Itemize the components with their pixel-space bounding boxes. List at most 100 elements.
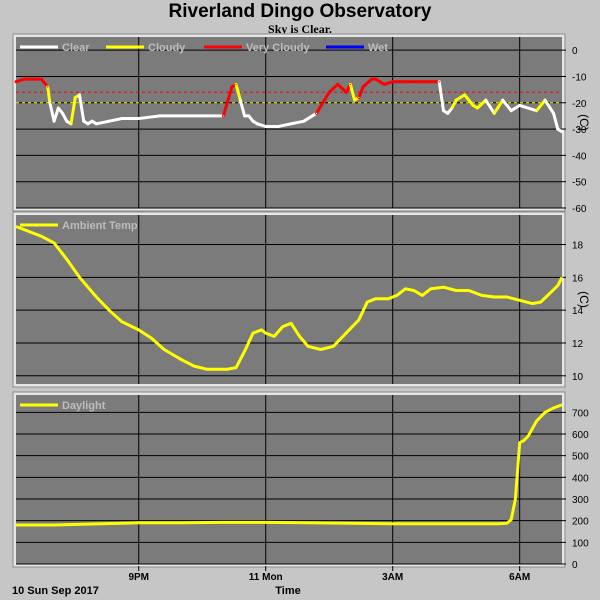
sky-series-segment bbox=[77, 93, 86, 123]
sky-data-point bbox=[510, 110, 512, 112]
ambient-data-point bbox=[66, 258, 68, 260]
daylight-data-point bbox=[180, 522, 182, 524]
ambient-data-point bbox=[561, 276, 563, 278]
sky-data-point bbox=[447, 112, 449, 114]
sky-data-point bbox=[557, 128, 559, 130]
sky-data-point bbox=[239, 99, 241, 101]
sky-series-segment bbox=[484, 98, 496, 115]
sky-data-point bbox=[383, 83, 385, 85]
ambient-data-point bbox=[235, 366, 237, 369]
sky-data-point bbox=[32, 78, 34, 80]
sky-data-point bbox=[74, 96, 76, 99]
y-tick-label: 12 bbox=[572, 339, 584, 350]
daylight-data-point bbox=[519, 442, 521, 444]
sky-data-point bbox=[108, 120, 110, 122]
sky-series-segment bbox=[48, 101, 56, 123]
sky-data-point bbox=[561, 131, 563, 133]
sky-series-segment bbox=[509, 103, 522, 113]
sky-data-point bbox=[57, 107, 59, 109]
sky-data-point bbox=[315, 112, 318, 114]
ambient-data-point bbox=[273, 335, 275, 338]
legend-label: Daylight bbox=[62, 400, 106, 412]
y-tick-label: -20 bbox=[572, 99, 587, 110]
y-tick-label: 700 bbox=[572, 408, 589, 419]
ambient-data-point bbox=[290, 322, 292, 324]
ambient-data-point bbox=[298, 335, 301, 338]
ambient-data-point bbox=[548, 293, 550, 295]
sky-data-point bbox=[277, 125, 280, 128]
sky-data-point bbox=[78, 94, 81, 96]
ambient-temperature-panel: 10 12 14 16 18 (C) Ambient Temp bbox=[12, 211, 591, 388]
sky-series-segment bbox=[348, 82, 357, 102]
sky-series-segment bbox=[492, 98, 505, 115]
daylight-data-point bbox=[222, 521, 224, 524]
sky-series-segment bbox=[289, 119, 306, 126]
ambient-data-point bbox=[366, 301, 368, 303]
y-tick-label: 300 bbox=[572, 495, 589, 506]
ambient-data-point bbox=[358, 319, 360, 321]
sky-data-point bbox=[552, 112, 555, 114]
daylight-data-point bbox=[527, 435, 529, 437]
sky-data-point bbox=[451, 107, 453, 109]
daylight-data-point bbox=[552, 407, 555, 409]
ambient-data-point bbox=[252, 332, 254, 334]
daylight-data-point bbox=[476, 523, 478, 525]
y-tick-label: 500 bbox=[572, 452, 589, 463]
y-tick-label: -30 bbox=[572, 125, 587, 136]
daylight-data-point bbox=[95, 523, 98, 525]
sky-series-segment bbox=[327, 82, 340, 94]
sky-data-point bbox=[354, 99, 356, 101]
ambient-data-point bbox=[218, 368, 220, 370]
daylight-data-point bbox=[138, 522, 140, 524]
sky-series-segment bbox=[336, 82, 348, 94]
ambient-data-point bbox=[540, 301, 542, 303]
sky-data-point bbox=[328, 91, 330, 93]
sky-data-point bbox=[417, 81, 419, 83]
ambient-data-point bbox=[260, 329, 263, 331]
y-tick-label: 18 bbox=[572, 241, 584, 252]
ambient-data-point bbox=[265, 332, 267, 334]
sky-series-segment bbox=[357, 85, 365, 100]
daylight-data-point bbox=[544, 411, 546, 413]
daylight-data-point bbox=[392, 523, 394, 525]
legend-label: Ambient Temp bbox=[62, 220, 138, 232]
daylight-data-point bbox=[514, 498, 517, 500]
ambient-data-point bbox=[404, 288, 406, 290]
sky-series-segment bbox=[361, 77, 374, 89]
sky-data-point bbox=[235, 83, 237, 85]
daylight-data-point bbox=[15, 524, 17, 526]
sky-series-segment bbox=[315, 90, 331, 115]
sky-data-point bbox=[303, 120, 305, 122]
ambient-data-point bbox=[396, 294, 398, 296]
y-tick-label: 16 bbox=[572, 273, 584, 284]
y-tick-label: 0 bbox=[572, 560, 578, 571]
ambient-data-point bbox=[375, 298, 377, 300]
sky-series-segment bbox=[543, 98, 556, 115]
time-axis-title: Time bbox=[275, 585, 300, 597]
sky-data-point bbox=[493, 112, 495, 114]
sky-data-point bbox=[375, 78, 377, 80]
daylight-data-point bbox=[434, 523, 436, 525]
sky-data-point bbox=[243, 115, 246, 117]
sky-data-point bbox=[40, 78, 42, 80]
legend-label: Very Cloudy bbox=[246, 42, 310, 54]
sky-data-point bbox=[337, 83, 339, 85]
ambient-data-point bbox=[138, 329, 140, 331]
ambient-data-point bbox=[150, 337, 153, 339]
sky-data-point bbox=[392, 81, 394, 83]
sky-data-point bbox=[265, 125, 267, 128]
sky-data-point bbox=[15, 81, 17, 83]
sky-data-point bbox=[121, 117, 123, 120]
ambient-data-point bbox=[480, 294, 483, 296]
sky-series-segment bbox=[69, 96, 77, 126]
y-tick-label: 14 bbox=[572, 306, 584, 317]
sky-series-segment bbox=[221, 85, 234, 118]
sky-data-point bbox=[370, 78, 373, 80]
daylight-data-point bbox=[497, 523, 500, 525]
ambient-data-point bbox=[519, 299, 521, 301]
sky-data-point bbox=[476, 107, 478, 109]
sky-series-segment bbox=[437, 80, 445, 113]
ambient-data-point bbox=[332, 345, 335, 347]
sky-series-segment bbox=[94, 119, 111, 126]
